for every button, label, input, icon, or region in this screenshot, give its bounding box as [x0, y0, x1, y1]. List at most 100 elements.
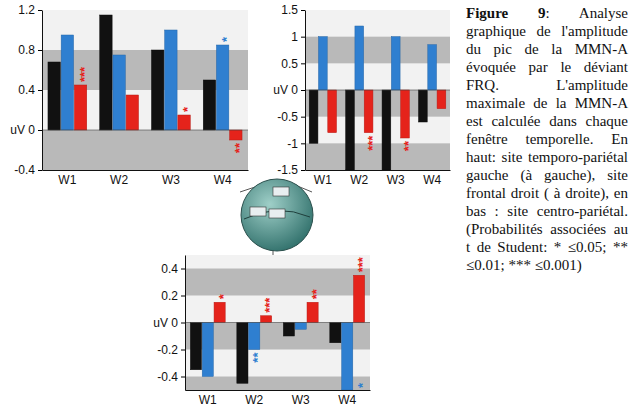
y-tick: 0.5 [281, 57, 305, 71]
y-tick: 0.2 [161, 289, 185, 303]
bar [237, 323, 248, 384]
bar-panel: -0.4-0.2uV 00.20.4W1W2W3W4************ [153, 255, 370, 407]
significance-label: *** [365, 135, 380, 151]
y-tick: uV 0 [10, 123, 42, 137]
tick-mark [181, 269, 185, 270]
background-band [185, 269, 370, 296]
tick-mark [38, 50, 42, 51]
bar [230, 130, 242, 140]
bar [307, 302, 318, 322]
bars [305, 26, 450, 170]
bar [74, 85, 86, 130]
y-tick: 0.8 [18, 43, 42, 57]
tick-label: 1.5 [281, 3, 298, 17]
tick-label: 0.4 [161, 262, 178, 276]
category-label: W4 [423, 173, 441, 187]
bar [437, 90, 446, 109]
category-label: W4 [338, 393, 356, 407]
bar [382, 90, 391, 170]
tick-mark [301, 90, 305, 91]
bars [185, 275, 370, 390]
y-axis: -1.5-1-0.5uV 00.511.5 [273, 3, 305, 177]
bar-panel: -0.4uV 00.40.81.2W1W2W3W4******* [10, 3, 248, 186]
bar [214, 302, 225, 322]
tick-label: 0.5 [281, 57, 298, 71]
axis-line [305, 11, 306, 171]
significance-label: * [180, 106, 195, 112]
significance-label: ** [232, 142, 247, 153]
tick-label: -1.5 [277, 163, 298, 177]
y-tick: 1.2 [18, 3, 42, 17]
bar [391, 37, 400, 90]
bar [249, 323, 260, 350]
bar [346, 90, 355, 170]
x-tick: W2 [245, 393, 263, 407]
tick-mark [181, 323, 185, 324]
tick-label: uV 0 [10, 123, 35, 137]
bar [418, 90, 427, 122]
bar [151, 50, 163, 130]
zero-line [42, 130, 248, 131]
bars [42, 15, 248, 140]
significance-label: ** [250, 352, 265, 363]
axis-line [43, 170, 249, 171]
bar [428, 45, 437, 90]
caption: Figure 9: Analyse graphique de l'amplitu… [466, 4, 628, 274]
tick-label: 0.4 [18, 83, 35, 97]
tick-label: -0.4 [157, 370, 178, 384]
x-tick: W1 [199, 393, 217, 407]
electrode-icon [250, 207, 266, 216]
y-tick: 0.4 [18, 83, 42, 97]
tick-mark [301, 10, 305, 11]
bar [401, 90, 410, 138]
significance-label: ** [401, 140, 416, 151]
significance-label: *** [77, 66, 92, 82]
plot-area [305, 10, 450, 170]
plot-area [42, 10, 248, 170]
bar [364, 90, 373, 133]
tick-label: uV 0 [153, 316, 178, 330]
significance-label: ** [309, 288, 324, 299]
x-axis: W1W2W3W4 [306, 171, 451, 187]
x-tick: W3 [292, 393, 310, 407]
bar [318, 37, 327, 90]
zero-line [305, 90, 450, 91]
bar [354, 275, 365, 322]
bar [342, 323, 353, 391]
y-axis: -0.4uV 00.40.81.2 [10, 3, 42, 177]
electrode-icon [273, 187, 289, 196]
plot-background [305, 10, 450, 170]
significance-label: * [216, 293, 231, 299]
bar [202, 323, 213, 377]
y-tick: -0.5 [277, 110, 305, 124]
tick-mark [38, 10, 42, 11]
x-tick: W2 [110, 173, 128, 187]
plot-area [185, 255, 370, 390]
bar [100, 15, 112, 130]
tick-label: 0.8 [18, 43, 35, 57]
axis-line [306, 170, 451, 171]
y-tick: -1 [287, 137, 305, 151]
category-label: W4 [214, 173, 232, 187]
x-tick: W1 [314, 173, 332, 187]
bar [48, 62, 60, 130]
tick-label: -0.2 [157, 343, 178, 357]
tick-mark [301, 63, 305, 64]
y-tick: uV 0 [273, 83, 305, 97]
bar [126, 95, 138, 130]
y-tick: -1.5 [277, 163, 305, 177]
bar [261, 316, 272, 323]
tick-mark [301, 170, 305, 171]
bar [178, 115, 190, 130]
plot-background [185, 255, 370, 390]
background-band [305, 90, 450, 117]
category-label: W2 [245, 393, 263, 407]
significance-label: *** [355, 256, 370, 272]
category-label: W2 [110, 173, 128, 187]
x-tick: W2 [350, 173, 368, 187]
significance-label: * [355, 382, 370, 388]
tick-label: -0.5 [277, 110, 298, 124]
x-tick: W3 [162, 173, 180, 187]
y-tick: 1.5 [281, 3, 305, 17]
tick-mark [301, 37, 305, 38]
